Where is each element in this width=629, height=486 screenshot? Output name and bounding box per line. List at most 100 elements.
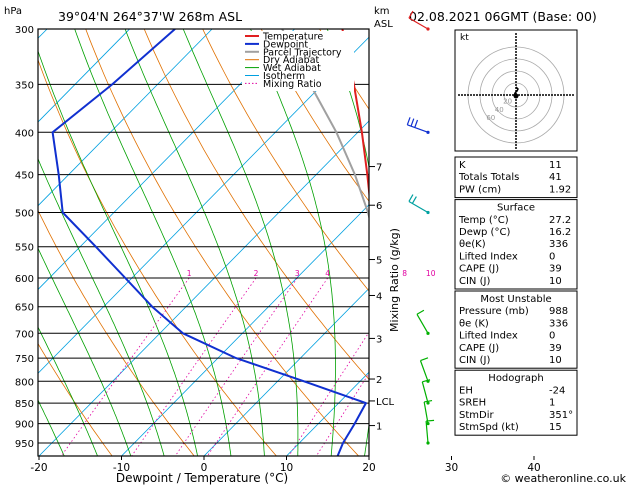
credit-text: © weatheronline.co.uk: [500, 472, 626, 485]
wind-barb-base: [426, 210, 430, 215]
wind-barb-flag: [410, 118, 415, 127]
dry-adiabat-line: [85, 29, 360, 456]
table-row-label: K: [459, 160, 466, 171]
isotherm-line: [38, 36, 369, 374]
table-row-label: StmDir: [459, 410, 494, 421]
legend-box: [242, 31, 354, 91]
pressure-tick-label: 900: [15, 420, 34, 431]
pressure-tick-label: 850: [15, 399, 34, 410]
wind-barbs: [406, 10, 435, 445]
pressure-tick-label: 650: [15, 303, 34, 314]
height-tick-label: 7: [376, 163, 382, 174]
table-row-label: Temp (°C): [458, 215, 509, 226]
table-box: [454, 369, 578, 436]
hodograph-ring-label: 40: [495, 106, 504, 114]
hodograph-ring-label: 60: [486, 114, 495, 122]
wind-barb-flag: [420, 357, 429, 362]
dry-adiabat-line: [260, 29, 369, 202]
wind-barb-flag: [422, 379, 431, 383]
dry-adiabat-line: [612, 29, 629, 461]
table-row-label: EH: [459, 385, 473, 396]
wind-barb-flag: [411, 196, 417, 204]
pressure-tick-label: 350: [15, 80, 34, 91]
table-row-value: 988: [549, 306, 568, 317]
height-tick-label: LCL: [376, 397, 395, 408]
pressure-unit-label: hPa: [4, 6, 22, 17]
table-row-label: Dewp (°C): [459, 227, 510, 238]
mixing-ratio-tick-label: 2: [254, 269, 259, 278]
dry-adiabat-line: [202, 29, 369, 292]
wind-barb-shaft: [416, 313, 429, 334]
wind-barb-shaft: [423, 401, 429, 424]
x-tick-label: 20: [362, 462, 375, 474]
hodograph-unit-label: kt: [460, 33, 469, 43]
wind-barb-base: [426, 441, 430, 445]
table-row-value: 1: [549, 398, 555, 409]
wind-barb-flag: [416, 309, 425, 315]
profiles: [51, 29, 369, 456]
date-title: 02.08.2021 06GMT (Base: 00): [409, 9, 597, 24]
pressure-tick-label: 450: [15, 171, 34, 182]
mixing-ratio-line: [288, 331, 369, 456]
table-row-value: 0: [549, 251, 555, 262]
mixing-ratio-line: [315, 372, 369, 456]
table-row-value: 41: [549, 172, 562, 183]
table-row-value: 27.2: [549, 215, 571, 226]
pressure-tick-label: 500: [15, 209, 34, 220]
table-box: [454, 290, 578, 369]
table-row-label: StmSpd (kt): [459, 422, 519, 433]
mixing-ratio-tick-label: 1: [187, 269, 192, 278]
table-row-value: 336: [549, 318, 568, 329]
hodograph-storm-marker: [513, 93, 519, 99]
mixing-ratio-tick-label: 8: [402, 269, 407, 278]
table-row-label: CAPE (J): [459, 264, 499, 275]
pressure-tick-label: 950: [15, 439, 34, 450]
wind-barb-flag: [414, 119, 419, 128]
wind-barb-base: [426, 421, 430, 426]
x-axis-label: Dewpoint / Temperature (°C): [116, 471, 288, 485]
wet-adiabat-line: [74, 29, 232, 456]
table-box: [454, 199, 578, 290]
plot-frame: [37, 28, 370, 457]
pressure-tick-label: 700: [15, 329, 34, 340]
isotherm-line: [38, 29, 130, 123]
table-row-label: Pressure (mb): [459, 306, 529, 317]
wind-barb-flag: [408, 10, 414, 19]
location-title: 39°04'N 264°37'W 268m ASL: [58, 9, 242, 24]
wind-barb-flag: [408, 194, 414, 202]
height-axis: 7 6 5 4 3 2 LCL 1: [369, 163, 395, 433]
table-row-label: PW (cm): [459, 184, 501, 195]
table-row-value: 39: [549, 343, 562, 354]
x-tick-label: 10: [280, 462, 293, 474]
isotherm-line: [203, 287, 369, 456]
x-tick-label: -20: [30, 462, 47, 474]
dewpoint-line: [51, 29, 367, 456]
height-tick-label: 4: [376, 292, 382, 303]
isotherm-line: [286, 371, 369, 456]
table-row-value: 16.2: [549, 227, 571, 238]
table-row-label: SREH: [459, 398, 486, 409]
isotherm-line: [38, 29, 295, 291]
table-row-value: 39: [549, 264, 562, 275]
wind-barb-base: [426, 27, 430, 31]
wet-adiabat-line: [38, 157, 165, 456]
legend-entry: Parcel Trajectory: [263, 47, 342, 58]
mixing-ratio-line: [60, 277, 190, 456]
wind-barb-flag: [424, 399, 433, 403]
pressure-tick-label: 750: [15, 354, 34, 365]
table-section-title: Hodograph: [488, 373, 543, 384]
isotherm-line: [38, 120, 369, 456]
indices-table: K 11 Totals Totals 41 PW (cm) 1.92 SurfaceTemp…: [454, 156, 578, 436]
table-row-value: 10: [549, 276, 562, 287]
legend-entry: Mixing Ratio: [263, 79, 322, 90]
pressure-tick-label: 300: [15, 25, 34, 36]
table-row-label: θe(K): [459, 239, 486, 250]
table-row-value: 11: [549, 160, 562, 171]
table-row-label: CIN (J): [459, 355, 490, 366]
wind-barb-shaft: [407, 124, 429, 133]
wet-adiabat-line: [38, 49, 198, 456]
pressure-tick-label: 600: [15, 274, 34, 285]
